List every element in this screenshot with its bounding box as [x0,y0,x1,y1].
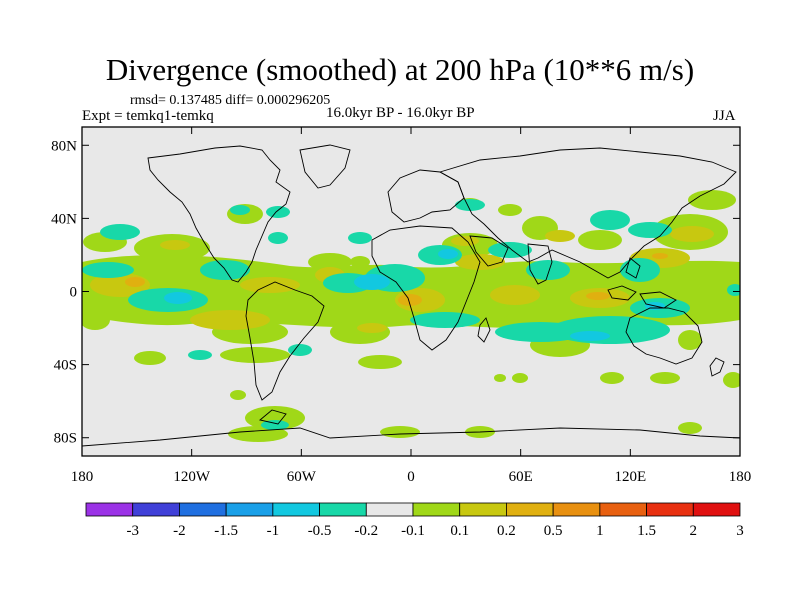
colorbar-label: -1 [267,523,280,539]
lon-label: 60W [287,469,317,485]
colorbar-swatch [412,502,461,517]
experiment-label: Expt = temkq1-temkq [82,108,214,124]
coastlines [82,144,740,447]
colorbar-label: -0.1 [401,523,425,539]
lon-label: 60E [509,469,533,485]
colorbar-label: -3 [126,523,139,539]
colorbar: -3 -2 -1.5 -1 -0.5 -0.2 -0.1 0.1 0.2 0.5 1 1.5 2 3 [85,502,744,539]
colorbar-label: -1.5 [214,523,238,539]
latitude-axis: 80N 40N 0 40S 80S [51,138,740,447]
colorbar-swatch [179,502,227,517]
colorbar-swatch [365,502,414,517]
lat-label: 80S [54,431,77,447]
colorbar-label: -0.5 [308,523,332,539]
colorbar-swatch [692,502,741,517]
lat-label: 80N [51,138,77,154]
colorbar-label: 1.5 [637,523,656,539]
colorbar-label: 0.5 [544,523,563,539]
colorbar-swatch [225,502,274,517]
colorbar-swatch [552,502,601,517]
lon-label: 120W [173,469,211,485]
season-label: JJA [713,108,736,124]
colorbar-label: 1 [596,523,604,539]
colorbar-swatch [85,502,134,517]
colorbar-swatch [132,502,180,517]
colorbar-swatch [459,502,507,517]
lat-label: 40N [51,211,77,227]
lon-label: 180 [71,469,94,485]
colorbar-swatch [599,502,647,517]
lon-label: 0 [407,469,415,485]
colorbar-label: 2 [690,523,698,539]
colorbar-label: -2 [173,523,186,539]
plot-title: Divergence (smoothed) at 200 hPa (10**6 … [105,52,695,87]
colorbar-swatch [319,502,367,517]
lat-label: 0 [70,285,78,301]
lon-label: 120E [614,469,646,485]
lat-label: 40S [54,358,77,374]
colorbar-label: -0.2 [354,523,378,539]
colorbar-swatch [646,502,694,517]
lon-label: 180 [729,469,752,485]
colorbar-label: 0.2 [497,523,516,539]
colorbar-label: 0.1 [450,523,469,539]
period-label: 16.0kyr BP - 16.0kyr BP [326,105,475,121]
colorbar-swatch [506,502,554,517]
colorbar-swatch [272,502,320,517]
longitude-axis: 180 120W 60W 0 60E 120E 180 [71,127,752,485]
stats-line: rmsd= 0.137485 diff= 0.000296205 [130,93,331,108]
colorbar-label: 3 [736,523,744,539]
